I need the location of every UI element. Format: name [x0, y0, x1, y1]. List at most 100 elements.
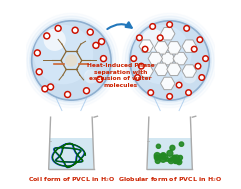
Polygon shape	[182, 65, 196, 77]
Polygon shape	[139, 65, 154, 77]
Circle shape	[174, 158, 179, 163]
Circle shape	[197, 37, 203, 43]
Polygon shape	[148, 52, 162, 65]
Circle shape	[34, 25, 93, 84]
Circle shape	[144, 48, 146, 50]
Circle shape	[169, 158, 173, 161]
Text: Globular form of PVCL in H$_2$O: Globular form of PVCL in H$_2$O	[118, 175, 222, 184]
Circle shape	[139, 63, 144, 69]
Circle shape	[165, 158, 169, 161]
FancyArrowPatch shape	[107, 22, 132, 29]
Circle shape	[55, 25, 61, 31]
Circle shape	[137, 35, 142, 41]
Circle shape	[160, 153, 165, 159]
Circle shape	[167, 94, 173, 99]
Circle shape	[99, 39, 105, 45]
Circle shape	[170, 145, 175, 150]
Circle shape	[100, 40, 103, 43]
Circle shape	[65, 91, 71, 98]
Circle shape	[175, 158, 180, 163]
Circle shape	[173, 160, 177, 163]
Circle shape	[30, 19, 113, 102]
Circle shape	[195, 63, 201, 69]
Circle shape	[172, 155, 176, 160]
Circle shape	[159, 36, 161, 39]
Polygon shape	[154, 63, 169, 76]
Circle shape	[182, 69, 197, 84]
Circle shape	[130, 21, 209, 100]
Circle shape	[163, 154, 168, 160]
Circle shape	[174, 155, 180, 160]
Circle shape	[125, 16, 214, 105]
Text: Coil form of PVCL in H$_2$O: Coil form of PVCL in H$_2$O	[28, 175, 115, 184]
Circle shape	[204, 57, 207, 60]
Polygon shape	[182, 40, 196, 52]
Circle shape	[167, 150, 173, 156]
Circle shape	[193, 48, 195, 50]
Circle shape	[72, 27, 78, 33]
Circle shape	[44, 29, 66, 51]
Circle shape	[155, 159, 160, 163]
Circle shape	[44, 33, 50, 39]
Circle shape	[168, 95, 171, 98]
Circle shape	[38, 70, 41, 73]
Polygon shape	[167, 42, 181, 54]
Circle shape	[167, 22, 173, 27]
Circle shape	[57, 27, 60, 30]
Circle shape	[199, 75, 205, 80]
Circle shape	[93, 42, 99, 48]
Polygon shape	[161, 77, 175, 90]
Circle shape	[49, 85, 52, 88]
Circle shape	[84, 69, 98, 84]
Circle shape	[201, 76, 203, 79]
Circle shape	[131, 56, 137, 61]
Polygon shape	[49, 138, 94, 169]
Circle shape	[203, 56, 208, 61]
Circle shape	[176, 159, 182, 165]
Text: Heat-Induced Phase
separation with
exclusion of water
molecules: Heat-Induced Phase separation with exclu…	[87, 63, 154, 88]
Circle shape	[197, 65, 199, 67]
Circle shape	[32, 21, 111, 100]
Circle shape	[157, 35, 163, 41]
Circle shape	[34, 50, 40, 56]
Circle shape	[132, 57, 135, 60]
Circle shape	[191, 46, 197, 52]
Circle shape	[136, 76, 139, 79]
Circle shape	[199, 38, 201, 41]
Circle shape	[45, 34, 48, 37]
Circle shape	[186, 90, 191, 95]
Circle shape	[168, 158, 174, 164]
Circle shape	[154, 153, 160, 158]
Polygon shape	[173, 52, 187, 65]
Circle shape	[132, 25, 191, 84]
Circle shape	[43, 87, 47, 90]
Circle shape	[36, 69, 42, 75]
Circle shape	[24, 13, 119, 108]
Circle shape	[156, 144, 161, 148]
Polygon shape	[139, 40, 154, 52]
Circle shape	[135, 75, 140, 80]
Circle shape	[138, 36, 141, 39]
Circle shape	[142, 29, 164, 51]
Polygon shape	[167, 63, 181, 76]
Circle shape	[83, 88, 89, 94]
Circle shape	[128, 19, 211, 102]
Polygon shape	[154, 42, 169, 54]
Circle shape	[179, 142, 184, 146]
Circle shape	[178, 155, 182, 160]
Circle shape	[89, 31, 92, 34]
Circle shape	[160, 156, 166, 162]
Circle shape	[187, 91, 190, 94]
Circle shape	[140, 65, 143, 67]
Circle shape	[47, 84, 54, 90]
Circle shape	[176, 82, 182, 88]
Polygon shape	[147, 138, 192, 169]
Circle shape	[150, 24, 155, 29]
Circle shape	[74, 29, 77, 32]
Circle shape	[98, 78, 101, 81]
Circle shape	[65, 54, 78, 67]
Circle shape	[148, 90, 154, 95]
Circle shape	[36, 51, 39, 54]
Circle shape	[42, 86, 48, 92]
Circle shape	[102, 57, 105, 60]
